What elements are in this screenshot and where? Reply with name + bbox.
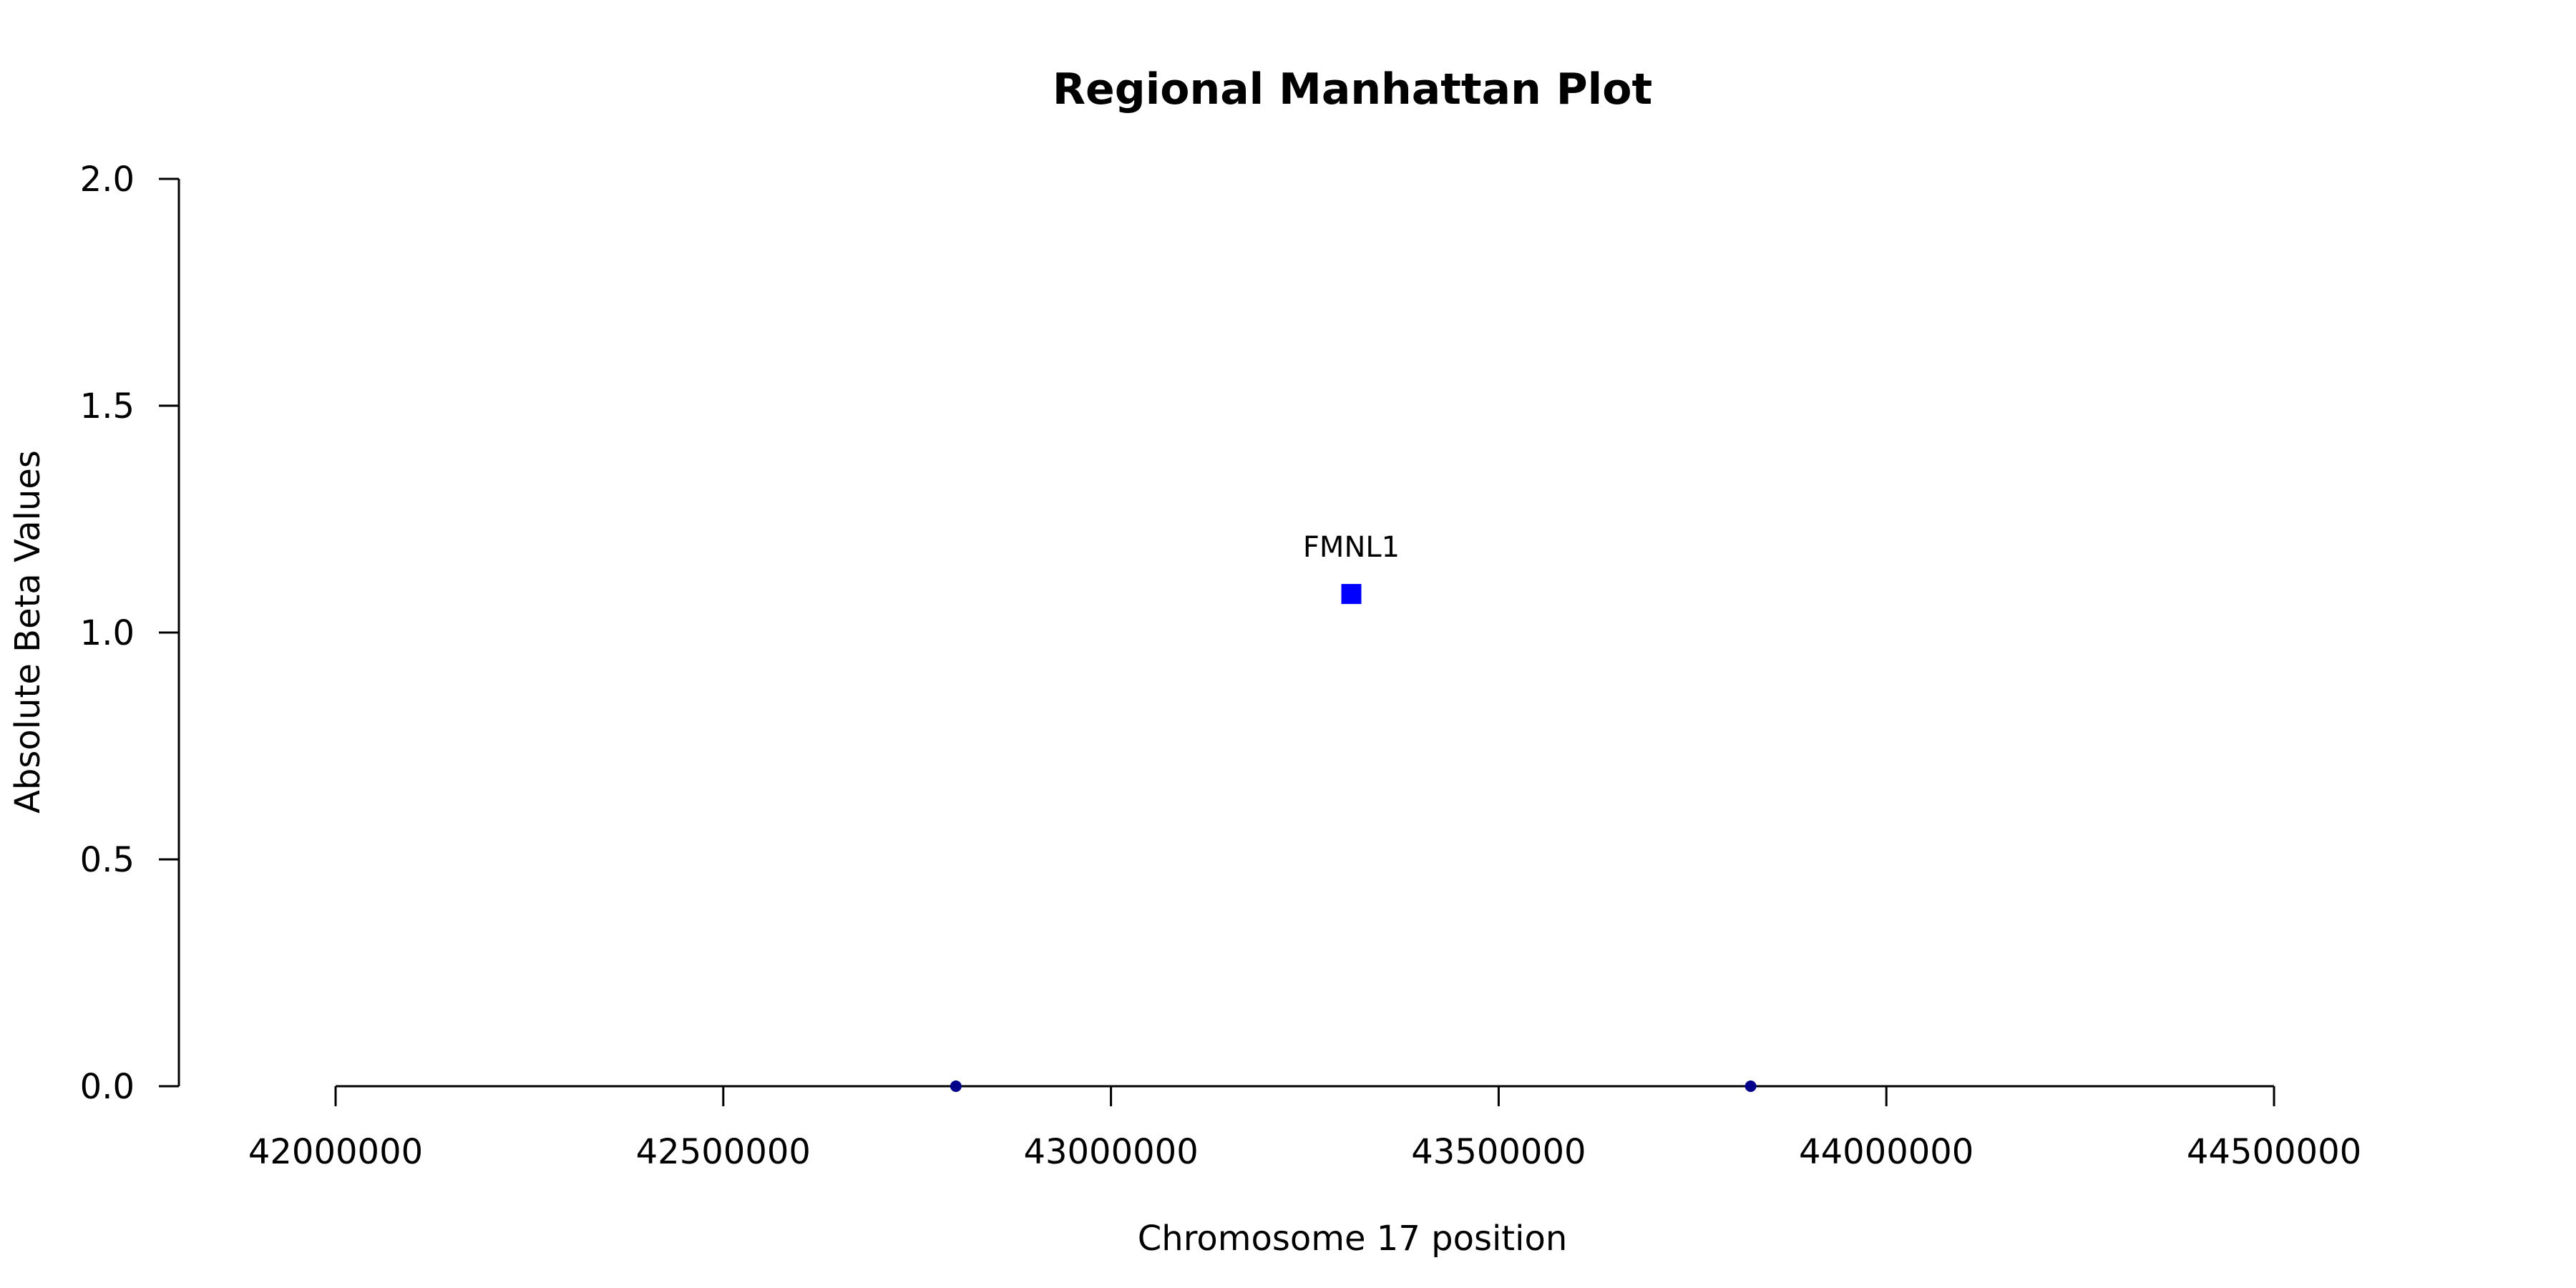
x-axis: 42000000 42500000 43000000 43500000 44000000… (248, 1085, 2361, 1172)
x-tick-label: 44000000 (1799, 1132, 1974, 1172)
y-tick-label: 1.5 (80, 386, 135, 426)
y-tick-label: 0.0 (80, 1067, 135, 1107)
y-axis: 0.0 0.5 1.0 1.5 2.0 (80, 160, 180, 1107)
x-tick-label: 44500000 (2187, 1132, 2361, 1172)
y-tick-label: 1.0 (80, 613, 135, 653)
y-axis-label: Absolute Beta Values (8, 450, 48, 814)
x-tick-label: 42500000 (636, 1132, 811, 1172)
x-axis-label: Chromosome 17 position (1138, 1219, 1568, 1259)
x-tick-label: 43000000 (1023, 1132, 1198, 1172)
x-tick-label: 43500000 (1411, 1132, 1586, 1172)
chart-title: Regional Manhattan Plot (1053, 64, 1652, 114)
data-point (1745, 1080, 1757, 1092)
data-point (950, 1080, 962, 1092)
data-point-square (1341, 584, 1362, 605)
y-tick-label: 0.5 (80, 840, 135, 880)
x-tick-label: 42000000 (248, 1132, 423, 1172)
y-tick-label: 2.0 (80, 160, 135, 200)
point-annotation: FMNL1 (1303, 531, 1400, 564)
data-points: FMNL1 (950, 531, 1757, 1092)
